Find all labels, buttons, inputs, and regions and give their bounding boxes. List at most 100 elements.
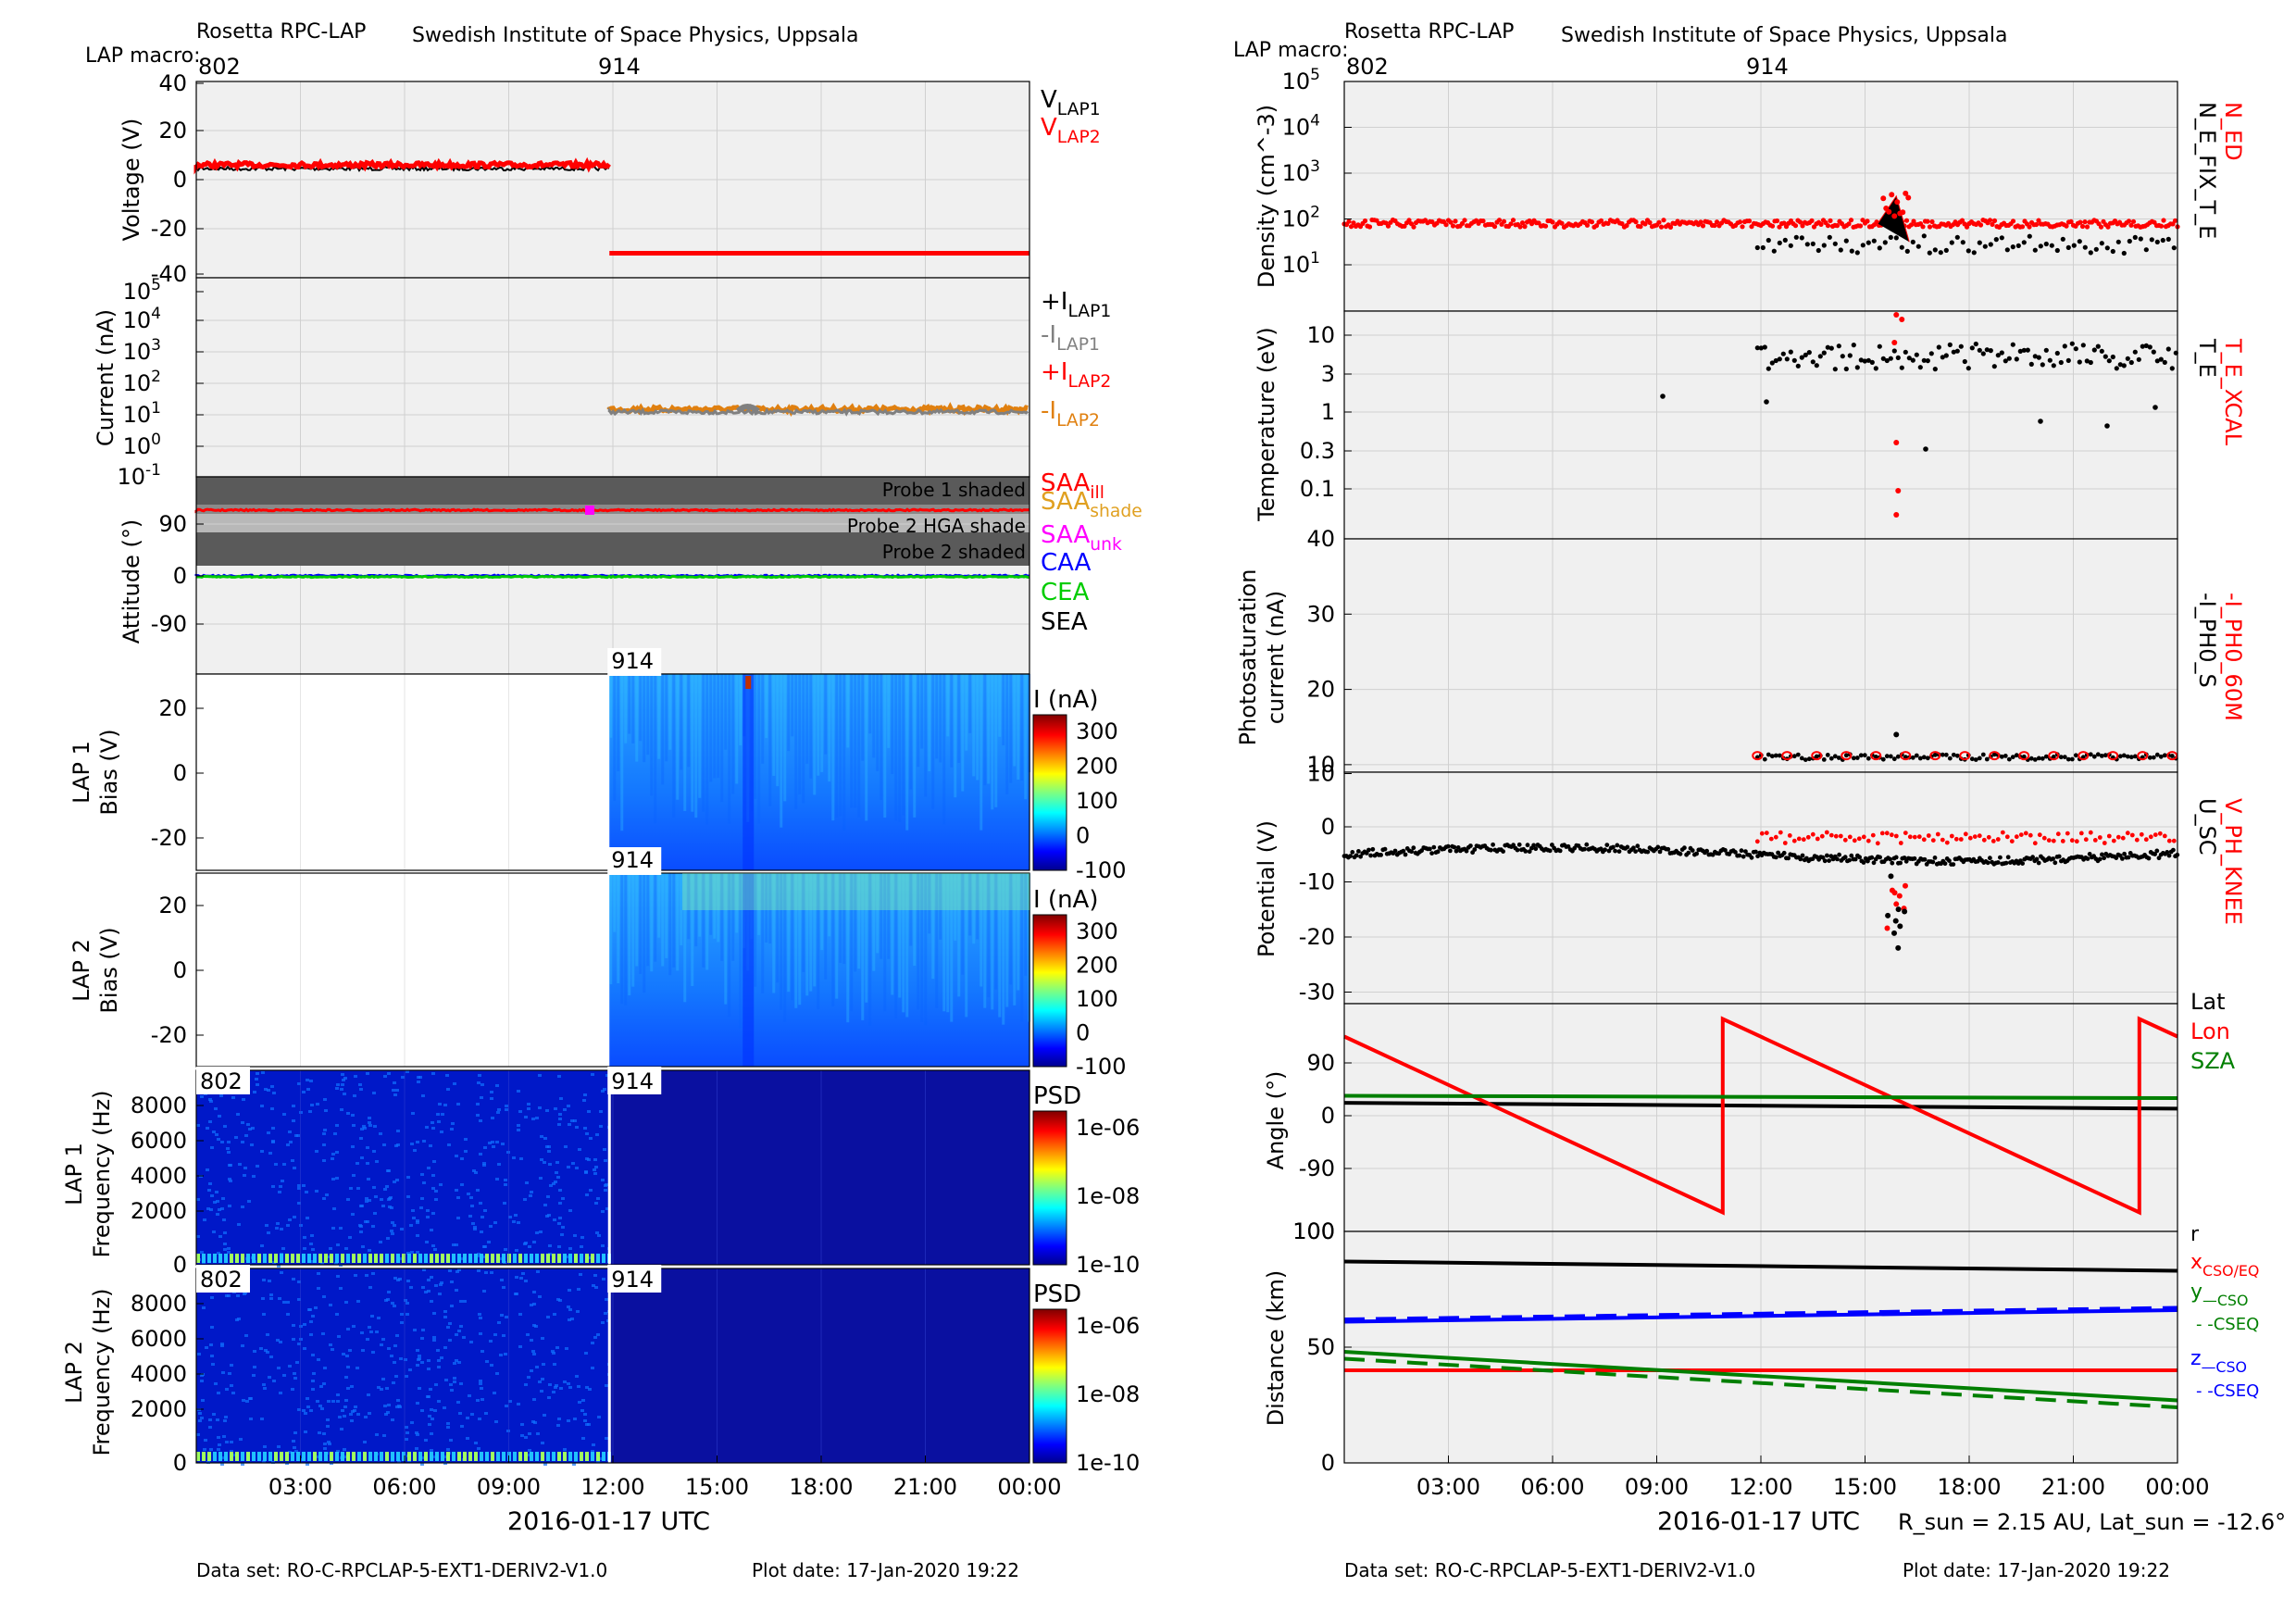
lap1-bias-colorbar-label: I (nA) bbox=[1033, 686, 1098, 714]
distance-ycseq-line bbox=[1343, 1356, 2178, 1409]
temperature-te-point bbox=[1803, 352, 1808, 357]
lap2-psd-noise bbox=[502, 1334, 505, 1337]
temperature-te-point bbox=[2047, 357, 2053, 363]
lap2-psd-noise bbox=[477, 1447, 480, 1450]
potential-vphknee-point bbox=[1833, 833, 1839, 839]
potential-vphknee-point bbox=[2028, 832, 2033, 838]
lap1-psd-noise bbox=[396, 1143, 400, 1146]
current-bump bbox=[735, 404, 760, 414]
density-ned-point bbox=[2105, 224, 2111, 230]
lap2-psd-noise bbox=[204, 1439, 207, 1442]
photosat-iph0s-point bbox=[2010, 755, 2015, 759]
attitude-cea-line bbox=[196, 574, 1030, 580]
distance-ytick-label: 100 bbox=[1292, 1218, 1335, 1244]
density-ned-point bbox=[1777, 224, 1782, 230]
lap2-psd-noise bbox=[502, 1286, 505, 1289]
lap2-bias-spectro-stripe bbox=[887, 873, 891, 959]
lap2-psd-lowfreq bbox=[580, 1452, 583, 1461]
lap1-psd-noise bbox=[366, 1146, 369, 1149]
lap1-psd-lowfreq bbox=[513, 1254, 517, 1263]
density-nefix-point bbox=[1943, 247, 1949, 253]
photosat-iph0s-point bbox=[1914, 753, 1919, 758]
lap2-psd-noise bbox=[344, 1376, 348, 1379]
lap1-psd-noise bbox=[416, 1221, 419, 1224]
potential-vphknee-point bbox=[2060, 839, 2065, 843]
density-nefix-point bbox=[1971, 250, 1977, 256]
lap1-bias-spectro-stripe bbox=[635, 674, 639, 762]
potential-vphknee-point bbox=[2152, 832, 2158, 837]
lap2-psd-noise bbox=[342, 1353, 345, 1355]
lap2-bias-spectro-stripe bbox=[739, 873, 742, 1029]
current-legend-pos-ilap2: +ILAP2 bbox=[1041, 358, 1111, 392]
temperature-te-point bbox=[2095, 344, 2101, 349]
lap1-psd-noise bbox=[395, 1179, 399, 1181]
lap2-bias-spectro-stripe bbox=[654, 873, 657, 962]
density-nefix-point bbox=[1938, 250, 1943, 256]
potential-usc-point bbox=[2120, 856, 2125, 861]
lap1-psd-noise bbox=[480, 1096, 483, 1099]
density-ned-point bbox=[2068, 219, 2074, 224]
lap1-psd-noise bbox=[359, 1230, 363, 1233]
density-ned-point bbox=[1508, 221, 1514, 227]
lap1-bias-spectro-stripe bbox=[857, 674, 861, 818]
left-xtick-label: 06:00 bbox=[372, 1474, 436, 1500]
potential-vphknee-point bbox=[1866, 838, 1871, 843]
distance-ytick-label: 50 bbox=[1306, 1334, 1335, 1360]
density-nefix-point bbox=[1860, 243, 1866, 248]
temperature-txcal-point bbox=[1895, 488, 1902, 493]
potential-vphknee-point bbox=[2148, 834, 2153, 840]
lap1-psd-noise bbox=[524, 1242, 528, 1244]
lap1-psd-noise bbox=[490, 1091, 493, 1093]
attitude-legend-caa: CAA bbox=[1041, 549, 1092, 577]
lap1-psd-noise bbox=[527, 1103, 530, 1106]
lap1-psd-noise bbox=[393, 1224, 396, 1227]
lap1-psd-noise bbox=[547, 1150, 551, 1153]
temperature-te-outlier bbox=[1660, 394, 1666, 399]
lap1-psd-lowfreq bbox=[563, 1254, 567, 1263]
lap1-psd-noise bbox=[583, 1127, 587, 1130]
lap2-psd-lowfreq bbox=[302, 1452, 306, 1461]
photosat-iph0s-point bbox=[1806, 756, 1812, 762]
potential-usc-point bbox=[1853, 856, 1858, 862]
lap2-psd-noise bbox=[198, 1412, 202, 1415]
potential-vphknee-point bbox=[2004, 834, 2010, 840]
lap2-psd-noise bbox=[309, 1333, 313, 1336]
lap2-psd-noise bbox=[269, 1293, 273, 1296]
density-nefix-point bbox=[1754, 244, 1760, 251]
lap1-psd-noise bbox=[282, 1113, 286, 1116]
lap2-psd-lowfreq bbox=[380, 1452, 383, 1461]
lap1-bias-spectro-stripe bbox=[854, 674, 857, 808]
lap2-psd-macro-tag1: 802 bbox=[200, 1267, 243, 1293]
lap1-psd-noise bbox=[401, 1076, 405, 1079]
lap1-psd-noise bbox=[267, 1131, 270, 1134]
potential-vphknee-point bbox=[2009, 839, 2015, 843]
lap1-psd-noise bbox=[393, 1081, 396, 1084]
potential-usc-point bbox=[2156, 856, 2162, 861]
lap2-psd-noise bbox=[328, 1443, 331, 1445]
density-ned-point bbox=[1865, 219, 1870, 224]
potential-vphknee-point bbox=[1916, 834, 1922, 840]
lap1-psd-noise bbox=[352, 1124, 356, 1127]
lap2-bias-colorbar-tick: 0 bbox=[1076, 1020, 1090, 1046]
lap2-psd-noise bbox=[336, 1400, 340, 1403]
lap1-psd-noise bbox=[421, 1094, 425, 1097]
lap2-psd-noise bbox=[341, 1409, 344, 1412]
lap1-psd-noise bbox=[584, 1171, 588, 1174]
temperature-te-outlier bbox=[2104, 423, 2110, 429]
temperature-te-point bbox=[1795, 363, 1801, 369]
lap2-psd-noise bbox=[337, 1335, 341, 1338]
density-ytick-label: 105 bbox=[1282, 66, 1320, 94]
lap1-psd-noise bbox=[483, 1209, 487, 1212]
density-nefix-point bbox=[2160, 237, 2165, 244]
lap2-psd-ylabel: LAP 2 bbox=[61, 1341, 87, 1404]
attitude-ytick-label: 90 bbox=[158, 511, 187, 537]
lap2-psd-noise bbox=[536, 1432, 540, 1435]
density-ned-point bbox=[1656, 219, 1662, 225]
potential-usc-point bbox=[2051, 856, 2056, 861]
lap1-psd-lowfreq bbox=[285, 1254, 289, 1263]
lap2-bias-spectro-stripe bbox=[772, 873, 776, 993]
lap1-psd-lowfreq bbox=[418, 1254, 422, 1263]
lap2-psd-noise bbox=[427, 1359, 430, 1362]
potential-usc-point bbox=[1835, 856, 1840, 862]
lap1-psd-noise bbox=[288, 1218, 292, 1221]
